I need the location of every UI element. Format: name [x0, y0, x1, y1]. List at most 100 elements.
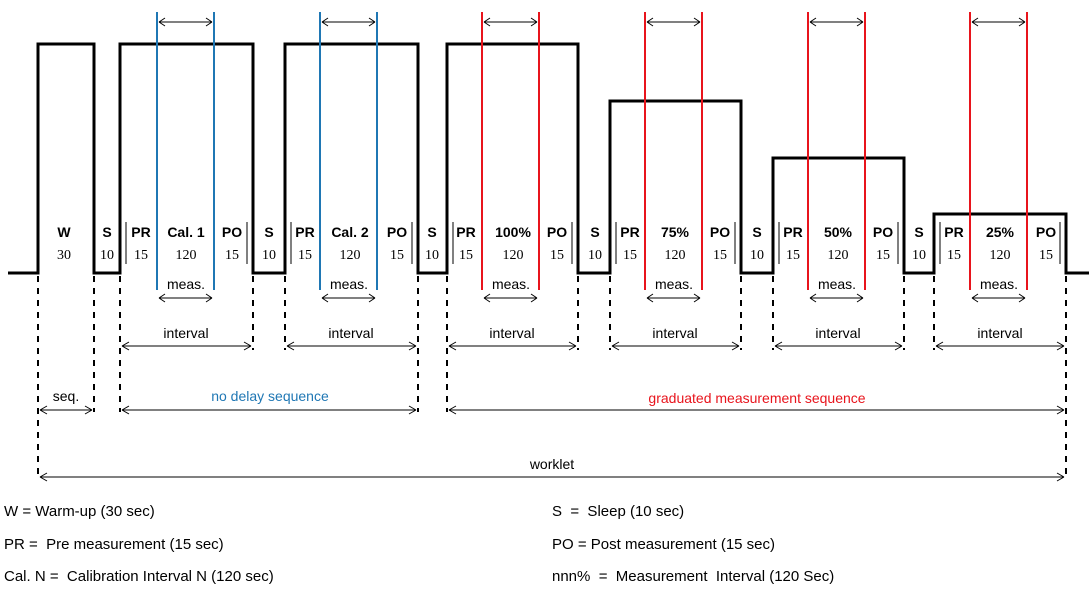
phase-code: PO — [387, 224, 407, 240]
interval-label: interval — [328, 325, 373, 341]
seq-arrow — [39, 405, 93, 415]
phase-code: PR — [783, 224, 802, 240]
phase-code: Cal. 1 — [167, 224, 205, 240]
top-arrow-m75 — [646, 17, 701, 27]
phase-duration: 15 — [713, 248, 727, 263]
phase-code: Cal. 2 — [331, 224, 369, 240]
phase-duration: 120 — [340, 248, 361, 263]
phase-code: 100% — [495, 224, 531, 240]
meas-arrow — [809, 293, 864, 303]
phase-code: W — [57, 224, 71, 240]
interval-arrow — [121, 341, 252, 351]
phase-separators — [125, 222, 1061, 264]
legend-post: PO = Post measurement (15 sec) — [552, 536, 775, 553]
top-arrow-cal1 — [158, 17, 213, 27]
phase-code: S — [102, 224, 111, 240]
interval-label: interval — [652, 325, 697, 341]
calibration-markers — [156, 12, 378, 290]
sequence-annotations: seq. no delay sequence graduated measure… — [39, 388, 1065, 415]
meas-annotations: meas. meas. meas. meas. meas. meas. — [158, 276, 1026, 303]
phase-code: PR — [295, 224, 314, 240]
worklet-annotation: worklet — [39, 456, 1065, 482]
top-meas-arrows — [158, 17, 1026, 27]
phase-code: PR — [620, 224, 639, 240]
phase-duration: 15 — [947, 248, 961, 263]
phase-duration: 120 — [176, 248, 197, 263]
phase-code: PO — [710, 224, 730, 240]
no-delay-sequence-label: no delay sequence — [211, 388, 329, 404]
phase-duration: 15 — [225, 248, 239, 263]
phase-code: S — [914, 224, 923, 240]
top-arrow-m25 — [971, 17, 1026, 27]
meas-label: meas. — [167, 276, 205, 292]
worklet-label: worklet — [529, 456, 574, 472]
phase-duration: 10 — [100, 248, 114, 263]
phase-duration: 10 — [588, 248, 602, 263]
phase-code: 50% — [824, 224, 853, 240]
phase-duration: 120 — [828, 248, 849, 263]
meas-arrow — [321, 293, 376, 303]
phase-code: S — [752, 224, 761, 240]
top-arrow-cal2 — [321, 17, 376, 27]
phase-duration: 15 — [459, 248, 473, 263]
meas-arrow — [483, 293, 538, 303]
legend-sleep: S = Sleep (10 sec) — [552, 503, 684, 520]
interval-label: interval — [163, 325, 208, 341]
phase-duration: 10 — [425, 248, 439, 263]
phase-code: PO — [222, 224, 242, 240]
phase-code: PO — [873, 224, 893, 240]
phase-code: 25% — [986, 224, 1015, 240]
worklet-arrow — [39, 472, 1065, 482]
phase-code: S — [427, 224, 436, 240]
phase-duration: 15 — [1039, 248, 1053, 263]
interval-arrow — [611, 341, 740, 351]
top-arrow-m100 — [483, 17, 538, 27]
interval-label: interval — [489, 325, 534, 341]
phase-code: PR — [456, 224, 475, 240]
phase-duration: 10 — [750, 248, 764, 263]
graduated-sequence-label: graduated measurement sequence — [648, 390, 865, 406]
interval-arrow — [935, 341, 1065, 351]
interval-label: interval — [815, 325, 860, 341]
seq-label: seq. — [53, 388, 79, 404]
phase-duration: 15 — [134, 248, 148, 263]
phase-code: PO — [1036, 224, 1056, 240]
no-delay-sequence-arrow — [121, 405, 417, 415]
interval-label: interval — [977, 325, 1022, 341]
phase-duration: 120 — [665, 248, 686, 263]
phase-duration: 15 — [786, 248, 800, 263]
meas-label: meas. — [330, 276, 368, 292]
phase-code: 75% — [661, 224, 690, 240]
phase-duration: 15 — [390, 248, 404, 263]
meas-arrow — [971, 293, 1026, 303]
phase-duration: 15 — [298, 248, 312, 263]
load-level-waveform — [8, 42, 1089, 275]
legend-warmup: W = Warm-up (30 sec) — [4, 503, 155, 520]
interval-annotations: interval interval interval interval inte… — [121, 325, 1065, 351]
interval-arrow — [286, 341, 417, 351]
meas-arrow — [646, 293, 701, 303]
meas-arrow — [158, 293, 213, 303]
phase-code: PO — [547, 224, 567, 240]
phase-code: S — [264, 224, 273, 240]
phase-duration: 120 — [503, 248, 524, 263]
interval-arrow — [448, 341, 577, 351]
legend-measurement: nnn% = Measurement Interval (120 Sec) — [552, 568, 834, 585]
graduated-sequence-arrow — [448, 405, 1065, 415]
legend-calibration: Cal. N = Calibration Interval N (120 sec… — [4, 568, 274, 585]
interval-arrow — [774, 341, 903, 351]
phase-duration: 10 — [912, 248, 926, 263]
phase-duration: 15 — [876, 248, 890, 263]
phase-duration: 15 — [550, 248, 564, 263]
phase-duration: 15 — [623, 248, 637, 263]
meas-label: meas. — [818, 276, 856, 292]
legend: W = Warm-up (30 sec) S = Sleep (10 sec) … — [4, 503, 834, 585]
legend-pre: PR = Pre measurement (15 sec) — [4, 536, 224, 553]
phase-labels: W 30 S 10 PR 15 Cal. 1 120 PO 15 S 10 PR… — [57, 224, 1056, 263]
phase-duration: 30 — [57, 248, 71, 263]
meas-label: meas. — [492, 276, 530, 292]
phase-code: PR — [131, 224, 150, 240]
meas-label: meas. — [980, 276, 1018, 292]
top-arrow-m50 — [809, 17, 864, 27]
